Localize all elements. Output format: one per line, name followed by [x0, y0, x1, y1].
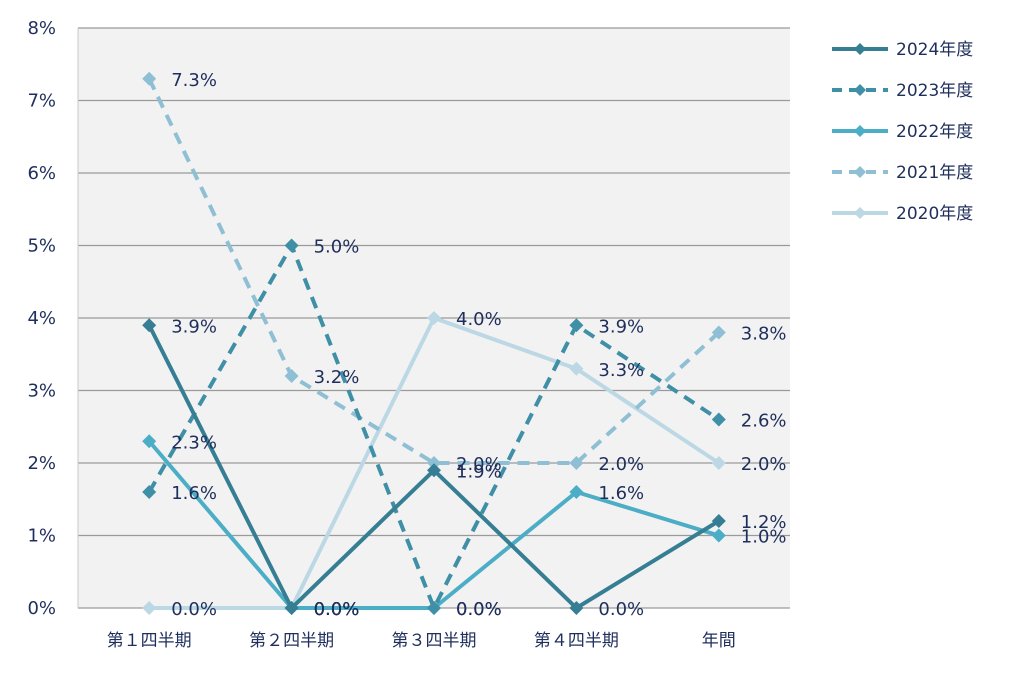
y-tick-label: 7%	[27, 91, 56, 112]
data-point	[284, 601, 299, 615]
data-label: 0.0%	[598, 599, 644, 620]
y-tick-label: 5%	[27, 236, 56, 257]
data-label: 0.0%	[456, 599, 502, 620]
x-tick-label: 第４四半期	[534, 631, 619, 651]
y-tick-label: 4%	[27, 308, 56, 329]
data-label: 5.0%	[314, 237, 360, 258]
data-point	[569, 456, 584, 470]
x-tick-label: 第３四半期	[392, 631, 477, 651]
data-point	[142, 601, 157, 615]
legend-marker	[854, 207, 866, 219]
data-label: 0.0%	[171, 599, 217, 620]
legend-item: 2024年度	[832, 40, 973, 60]
y-tick-label: 0%	[27, 598, 56, 619]
y-tick-label: 1%	[27, 526, 56, 547]
data-label: 1.6%	[598, 483, 644, 504]
y-tick-label: 3%	[27, 381, 56, 402]
data-label: 2.0%	[456, 454, 502, 475]
data-label: 0.0%	[456, 599, 502, 620]
data-point	[427, 311, 441, 325]
data-label: 1.6%	[171, 483, 217, 504]
data-point	[711, 412, 726, 427]
data-label: 2.0%	[598, 454, 644, 475]
series-3	[142, 71, 726, 470]
data-label: 2.3%	[171, 432, 217, 453]
data-point	[142, 434, 157, 449]
legend-marker	[854, 125, 866, 137]
data-point	[569, 485, 584, 499]
legend-label: 2020年度	[896, 204, 973, 224]
data-point	[711, 528, 726, 543]
data-point	[427, 601, 441, 615]
data-point	[427, 463, 441, 478]
legend-label: 2022年度	[896, 122, 973, 142]
x-tick-label: 年間	[702, 631, 736, 651]
data-label: 2.0%	[741, 454, 787, 475]
data-labels: 3.9% 0.0% 1.9% 0.0% 1.2% 1.6% 5.0% 0.0% 3.9% 2.6%…	[171, 70, 786, 620]
data-point	[569, 318, 584, 333]
data-point	[142, 71, 157, 86]
series-1	[142, 238, 726, 615]
data-label: 0.0%	[314, 599, 360, 620]
data-point	[569, 601, 584, 615]
legend: 2024年度 2023年度 2022年度 2021年度 2020年度	[832, 40, 973, 224]
legend-marker	[854, 84, 866, 96]
legend-label: 2024年度	[896, 40, 973, 60]
data-label: 3.3%	[598, 360, 644, 381]
data-point	[711, 456, 726, 470]
legend-item: 2021年度	[832, 163, 973, 183]
data-label: 1.9%	[456, 461, 502, 482]
x-axis-ticks: 第１四半期 第２四半期 第３四半期 第４四半期 年間	[107, 631, 736, 651]
legend-item: 2023年度	[832, 81, 973, 101]
series-line	[147, 243, 720, 610]
data-point	[284, 238, 299, 253]
data-label: 2.6%	[741, 411, 787, 432]
data-label: 1.0%	[741, 527, 787, 548]
data-point	[284, 369, 299, 383]
series-line	[147, 77, 721, 465]
data-point	[711, 514, 726, 528]
y-tick-label: 6%	[27, 163, 56, 184]
data-label: 1.2%	[741, 512, 787, 533]
legend-label: 2021年度	[896, 163, 973, 183]
data-label: 7.3%	[171, 70, 217, 91]
legend-item: 2020年度	[832, 204, 973, 224]
legend-marker	[854, 43, 866, 55]
data-label: 3.9%	[598, 316, 644, 337]
data-point	[569, 361, 584, 376]
legend-item: 2022年度	[832, 122, 973, 142]
data-point	[142, 318, 157, 333]
y-tick-label: 8%	[27, 18, 56, 39]
legend-marker	[854, 166, 866, 178]
data-label: 3.2%	[314, 367, 360, 388]
data-label: 0.0%	[314, 599, 360, 620]
legend-label: 2023年度	[896, 81, 973, 101]
y-axis-ticks: 0% 1% 2% 3% 4% 5% 6% 7% 8%	[27, 18, 56, 619]
data-point	[711, 325, 726, 340]
series-group	[142, 71, 726, 615]
data-label: 0.0%	[314, 599, 360, 620]
data-point	[427, 456, 441, 470]
x-tick-label: 第１四半期	[107, 631, 192, 651]
data-label: 3.9%	[171, 316, 217, 337]
data-label: 3.8%	[741, 324, 787, 345]
x-tick-label: 第２四半期	[249, 631, 334, 651]
data-label: 4.0%	[456, 309, 502, 330]
y-tick-label: 2%	[27, 453, 56, 474]
series-0	[142, 318, 726, 615]
data-point	[142, 485, 157, 499]
